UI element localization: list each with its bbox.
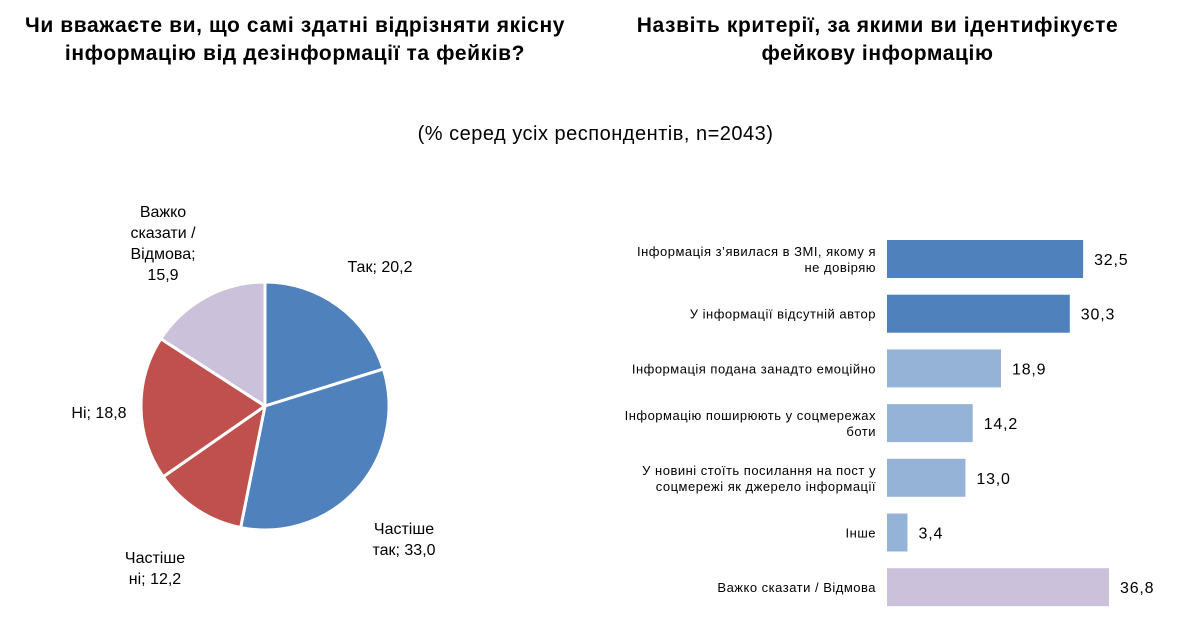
bar-3 [887, 349, 1001, 388]
pie-slice-ni [139, 337, 267, 479]
pie-slice-vazhko-skazaty [159, 280, 267, 408]
bar-value-label-5: 13,0 [976, 471, 1010, 488]
bar-value-label-7: 36,8 [1120, 580, 1154, 597]
pie-slice-tak [263, 280, 385, 408]
bar-value-label-6: 3,4 [919, 526, 944, 543]
pie-slice-chastishe-ni [161, 404, 267, 530]
bar-value-label-1: 32,5 [1094, 252, 1128, 269]
bar-6 [887, 513, 908, 552]
bar-5 [887, 458, 966, 497]
bar-category-label-2: У інформації відсутній автор [690, 307, 876, 322]
pie-slice-chastishe-tak [239, 367, 391, 532]
pie-label-vazhko-skazaty: Важко сказати / Відмова; 15,9 [130, 204, 196, 284]
bar-7 [887, 568, 1109, 607]
bar-value-label-4: 14,2 [984, 416, 1018, 433]
pie-label-ni: Ні; 18,8 [71, 405, 126, 422]
bar-category-label-5: У новині стоїть посилання на пост у соцме… [642, 463, 876, 494]
pie-chart: Так; 20,2 Частіше так; 33,0 Частіше ні; 12,2… [71, 204, 435, 588]
pie-label-chastishe-ni: Частіше ні; 12,2 [125, 550, 185, 588]
bar-category-label-7: Важко сказати / Відмова [717, 580, 876, 595]
bar-category-label-4: Інформацію поширюють у соцмережах боти [625, 408, 876, 439]
respondents-subtitle: (% серед усіх респондентів, n=2043) [417, 123, 774, 145]
bar-category-label-3: Інформація подана занадто емоційно [632, 361, 876, 376]
bar-4 [887, 404, 973, 443]
bar-category-label-6: Інше [846, 526, 876, 541]
bar-1 [887, 240, 1084, 278]
pie-chart-heading: Чи вважаєте ви, що самі здатні відрізнят… [24, 14, 566, 65]
pie-label-tak: Так; 20,2 [348, 259, 413, 276]
bar-chart-heading: Назвіть критерії, за якими ви ідентифіку… [636, 14, 1119, 65]
bar-2 [887, 294, 1070, 333]
bar-value-label-3: 18,9 [1012, 361, 1046, 378]
bar-category-label-1: Інформація з’явилася в ЗМІ, якому я не до… [637, 244, 876, 275]
bar-value-label-2: 30,3 [1081, 307, 1115, 324]
pie-label-chastishe-tak: Частіше так; 33,0 [372, 521, 435, 559]
